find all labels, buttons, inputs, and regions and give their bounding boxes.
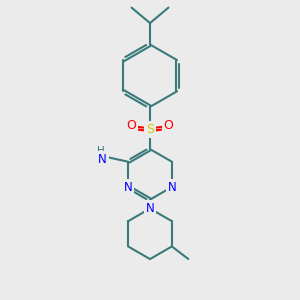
Text: N: N — [146, 202, 154, 215]
Text: O: O — [164, 119, 173, 132]
Text: N: N — [124, 181, 133, 194]
Text: S: S — [146, 123, 154, 136]
Text: N: N — [98, 153, 107, 166]
Text: O: O — [127, 119, 136, 132]
Text: N: N — [167, 181, 176, 194]
Text: H: H — [97, 146, 104, 156]
